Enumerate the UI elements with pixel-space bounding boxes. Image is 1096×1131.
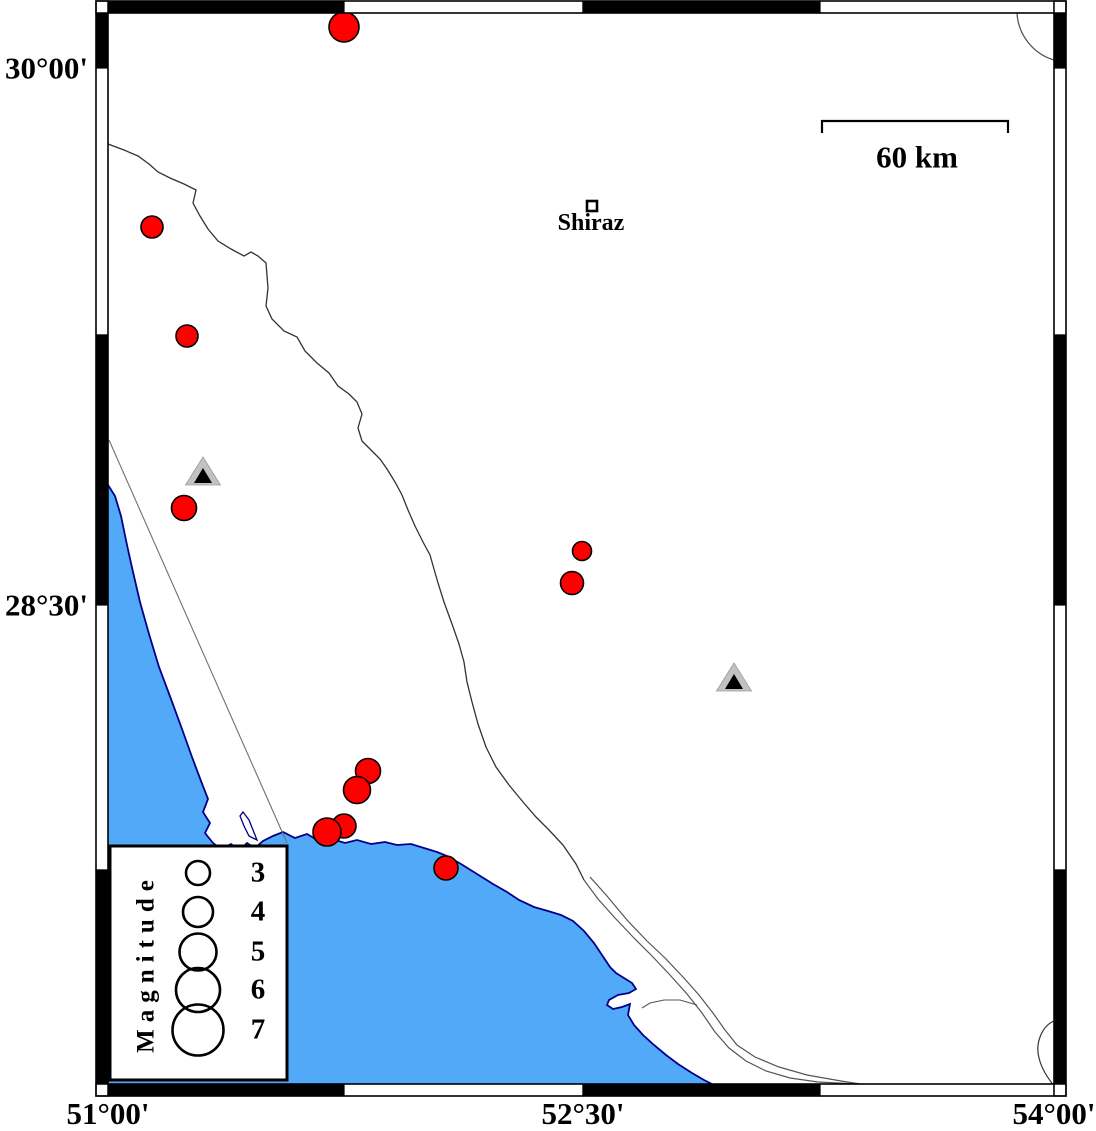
legend-value: 4 — [250, 895, 266, 928]
inland-boundary-line — [641, 999, 698, 1009]
y-axis-label: 30°00' — [4, 50, 88, 86]
frame-corner — [1053, 1083, 1067, 1097]
earthquake-marker — [571, 540, 593, 562]
frame-segment-bottom — [582, 1083, 821, 1097]
scale-bar-label: 60 km — [876, 139, 958, 175]
frame-segment-right — [1053, 334, 1067, 606]
triangle-marker-inner — [194, 468, 212, 483]
scale-bar — [820, 119, 1010, 133]
frame-segment-right — [1053, 12, 1067, 69]
frame-segment-right — [1053, 67, 1067, 336]
legend-circle — [174, 966, 222, 1014]
coastal-spit — [239, 810, 259, 842]
frame-outer-edge — [95, 0, 1067, 1097]
earthquake-marker — [312, 817, 342, 847]
legend-circle — [184, 859, 212, 887]
x-axis-label: 51°00' — [66, 1096, 150, 1131]
boundary-curve — [1037, 1020, 1054, 1084]
triangle-marker-inner — [725, 674, 743, 689]
frame-segment-bottom — [107, 1083, 345, 1097]
frame-segment-top — [582, 0, 821, 14]
frame-segment-right — [1053, 604, 1067, 871]
frame-segment-left — [95, 604, 109, 871]
frame-segment-left — [95, 334, 109, 606]
legend-circle — [181, 895, 215, 929]
x-axis-label: 52°30' — [541, 1096, 625, 1131]
legend-value: 3 — [250, 856, 266, 889]
legend-circle — [171, 1003, 225, 1057]
frame-segment-bottom — [343, 1083, 584, 1097]
frame-segment-right — [1053, 869, 1067, 1085]
inland-boundary-line — [589, 876, 865, 1084]
earthquake-marker — [170, 494, 198, 522]
fault-line — [108, 439, 288, 844]
earthquake-marker — [175, 324, 199, 348]
river-line — [1016, 13, 1054, 61]
legend-value: 6 — [250, 973, 266, 1006]
frame-segment-top — [819, 0, 1055, 14]
frame-corner — [1053, 0, 1067, 14]
x-axis-label: 54°00' — [1012, 1096, 1096, 1131]
frame-segment-top — [343, 0, 584, 14]
inland-boundary-line — [583, 879, 859, 1084]
y-axis-label: 28°30' — [4, 587, 88, 623]
frame-inner-edge — [107, 12, 1055, 1085]
frame-segment-left — [95, 67, 109, 336]
frame-corner — [95, 1083, 109, 1097]
legend-box — [108, 844, 289, 1082]
frame-segment-left — [95, 12, 109, 69]
frame-segment-left — [95, 869, 109, 1085]
earthquake-marker — [559, 570, 585, 596]
inland-boundary-line — [108, 143, 585, 881]
coastline — [108, 484, 713, 1084]
legend-value: 7 — [250, 1013, 266, 1046]
city-marker — [585, 199, 599, 213]
city-label: Shiraz — [557, 210, 625, 236]
earthquake-marker — [140, 215, 164, 239]
frame-corner — [95, 0, 109, 14]
earthquake-marker — [328, 13, 360, 43]
frame-segment-bottom — [819, 1083, 1055, 1097]
frame-segment-top — [107, 0, 345, 14]
earthquake-marker — [433, 855, 459, 881]
earthquake-marker — [342, 775, 372, 805]
legend-title: Magnitude — [132, 873, 160, 1053]
legend-value: 5 — [250, 935, 266, 968]
legend-circle — [178, 932, 218, 972]
